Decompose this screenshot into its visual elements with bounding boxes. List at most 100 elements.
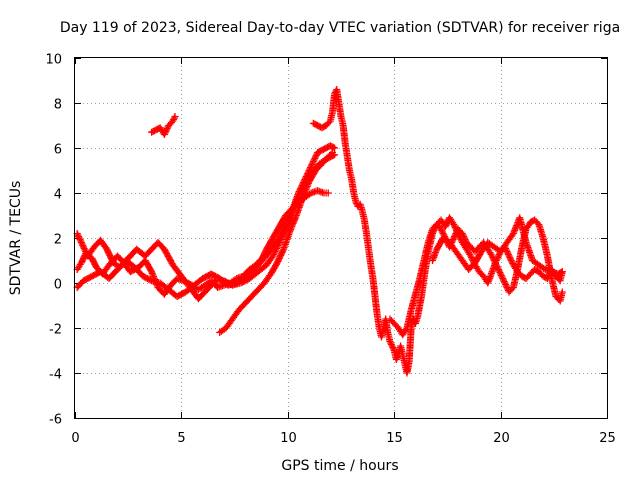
marker-band [81, 273, 95, 284]
marker-band [149, 127, 158, 135]
marker-band [255, 262, 269, 275]
marker-band [453, 249, 465, 263]
marker-band [153, 125, 163, 133]
marker-band [524, 272, 533, 281]
marker-band [309, 187, 320, 196]
marker-band [403, 308, 415, 330]
marker-band [371, 294, 381, 317]
data-point [290, 203, 298, 210]
marker-band [209, 271, 222, 282]
marker-band [192, 276, 205, 288]
data-point [286, 227, 294, 235]
marker-band [276, 218, 291, 240]
marker-band [204, 278, 218, 292]
marker-band [485, 247, 495, 258]
marker-band [315, 122, 324, 131]
data-point [492, 261, 500, 269]
marker-band [514, 245, 526, 272]
marker-band [553, 294, 563, 303]
marker-band [357, 202, 366, 213]
y-axis: -6 -4 -2 0 2 4 6 8 10 [45, 53, 607, 428]
marker-band [472, 263, 482, 274]
marker-band [311, 120, 320, 129]
marker-band [262, 272, 274, 285]
data-point [388, 342, 396, 350]
marker-band [548, 276, 559, 299]
marker-band [530, 258, 541, 268]
marker-band [249, 287, 261, 299]
data-point [467, 252, 475, 260]
marker-band [280, 229, 293, 252]
marker-band [158, 280, 171, 293]
marker-band [319, 122, 329, 131]
marker-band [161, 247, 176, 268]
marker-band [532, 218, 541, 227]
chart-title: Day 119 of 2023, Sidereal Day-to-day VTE… [60, 20, 620, 36]
marker-band [274, 247, 287, 265]
marker-band [459, 231, 470, 245]
marker-band [553, 274, 563, 283]
marker-band [498, 240, 510, 254]
marker-band [238, 275, 252, 286]
marker-band [170, 262, 184, 279]
data-points [73, 86, 566, 377]
marker-band [328, 143, 337, 151]
marker-band [270, 224, 282, 241]
y-tick-label: -4 [49, 368, 62, 383]
marker-band [124, 258, 137, 270]
marker-band [74, 231, 85, 245]
data-point [497, 270, 505, 278]
marker-band [493, 249, 504, 263]
marker-band [389, 344, 397, 353]
marker-band [166, 119, 175, 128]
x-tick-label: 5 [177, 431, 185, 446]
x-tick-label: 20 [493, 431, 510, 446]
data-point [558, 268, 566, 276]
marker-band [183, 282, 197, 295]
marker-band [142, 258, 155, 274]
x-tick-label: 10 [280, 431, 297, 446]
marker-band [293, 195, 306, 218]
marker-band [306, 159, 317, 173]
marker-band [98, 238, 110, 252]
marker-band [268, 260, 280, 277]
y-tick-label: -6 [49, 413, 62, 428]
plot-frame [74, 57, 608, 419]
marker-band [353, 200, 361, 209]
marker-band [243, 267, 256, 279]
marker-band [168, 276, 180, 288]
marker-band [473, 245, 482, 254]
marker-band [556, 269, 565, 277]
marker-band [155, 240, 167, 252]
marker-band [447, 215, 457, 227]
marker-band [202, 278, 214, 288]
y-tick-label: 2 [54, 233, 62, 248]
marker-band [268, 235, 282, 252]
series-track-b [73, 142, 339, 303]
marker-band [348, 177, 357, 195]
data-point [269, 252, 277, 260]
marker-band [393, 353, 402, 362]
marker-band [179, 274, 193, 290]
series-track-d [216, 149, 336, 336]
data-point [505, 252, 513, 260]
y-tick-label: 6 [54, 143, 62, 158]
marker-band [464, 247, 474, 258]
marker-band [434, 222, 444, 231]
data-point [331, 144, 339, 152]
marker-band [543, 266, 554, 275]
data-point [501, 279, 509, 287]
marker-band [477, 240, 486, 249]
data-point [386, 338, 394, 345]
marker-band [523, 220, 533, 231]
series-track-c [73, 151, 339, 300]
marker-band [510, 267, 521, 290]
marker-band [420, 240, 432, 263]
marker-band [217, 325, 228, 335]
marker-band [247, 269, 261, 281]
series-track-h [429, 214, 566, 278]
data-point [284, 216, 292, 224]
marker-band [263, 235, 276, 252]
marker-band [497, 272, 508, 285]
x-axis-label: GPS time / hours [281, 458, 398, 474]
